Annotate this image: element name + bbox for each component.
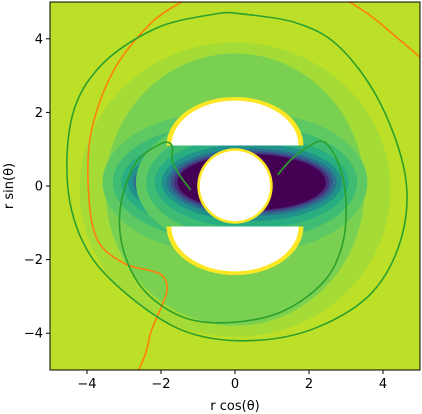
series-line-3 [118, 140, 348, 324]
y-tick-label: 2 [35, 106, 43, 121]
plot-area [50, 2, 420, 370]
x-tick-label: 0 [231, 377, 239, 392]
y-axis-ticks: −4 −2 0 2 4 [24, 32, 50, 342]
upper-hole [171, 100, 299, 146]
contour-fill [50, 2, 420, 370]
x-tick-label: −2 [151, 377, 170, 392]
center-hole [199, 150, 271, 222]
x-tick-label: −4 [77, 377, 96, 392]
x-axis-label: r cos(θ) [210, 399, 259, 414]
series-line-2 [66, 11, 408, 342]
y-axis-label: r sin(θ) [2, 163, 17, 209]
y-tick-label: −2 [24, 253, 43, 268]
lower-hole [171, 226, 299, 272]
x-axis-ticks: −4 −2 0 2 4 [77, 370, 387, 392]
y-tick-label: 0 [35, 180, 43, 195]
series-line-0 [87, 2, 182, 370]
series-line-1 [349, 2, 420, 58]
x-tick-label: 2 [305, 377, 313, 392]
trajectory-lines [66, 2, 420, 370]
y-tick-label: −4 [24, 327, 43, 342]
y-tick-label: 4 [35, 32, 43, 47]
x-tick-label: 4 [379, 377, 387, 392]
